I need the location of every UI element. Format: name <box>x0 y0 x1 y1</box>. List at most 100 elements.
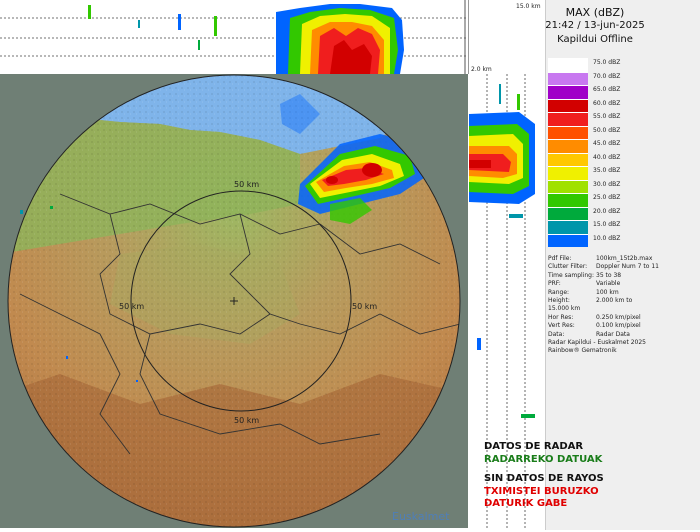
legend-level-label: 60.0 dBZ <box>593 99 621 107</box>
metadata-value: Rainbow® Gematronik <box>548 347 617 355</box>
north-south-profile-svg <box>0 0 468 74</box>
metadata-value: 35 to 38 <box>596 271 622 279</box>
metadata-key: Pdf File: <box>548 255 572 262</box>
legend-level-label: 25.0 dBZ <box>593 194 621 201</box>
profile-echo <box>88 5 91 19</box>
ring-label-east: 50 km <box>352 302 378 311</box>
legend-level-label: 75.0 dBZ <box>593 59 621 66</box>
metadata-key: Vert Res: <box>548 322 575 330</box>
metadata-row: Range: 100 km <box>548 289 668 297</box>
radar-map-svg <box>0 74 468 528</box>
metadata-row: Height: 2.000 km to <box>548 297 668 305</box>
metadata-row: Radar Kapildui - Euskalmet 2025 <box>548 339 668 347</box>
logo-text: Euskalmet <box>392 510 450 523</box>
legend-swatch <box>548 220 588 234</box>
legend-swatch <box>548 193 588 207</box>
color-legend <box>548 58 588 247</box>
side-scale-label: 2.0 km <box>471 66 492 73</box>
echo-dot <box>66 356 68 359</box>
outer-range-ring <box>7 74 461 528</box>
legend-swatch <box>548 71 588 85</box>
euskalmet-logo: Euskalmet <box>392 510 449 523</box>
metadata-value: 0.100 km/pixel <box>596 322 641 330</box>
profile-echo <box>198 40 200 50</box>
metadata-key: Clutter Filter: <box>548 263 588 271</box>
metadata-value: Doppler Num 7 to 11 <box>596 263 659 271</box>
province-borders <box>19 193 460 455</box>
metadata-value: Radar Data <box>596 330 630 338</box>
side-profile-storm <box>469 84 535 418</box>
legend-level-label: 20.0 dBZ <box>593 207 621 215</box>
metadata-value: 2.000 km to <box>596 296 633 304</box>
legend-swatch <box>548 125 588 139</box>
station-status: Kapildui Offline <box>557 34 633 45</box>
ring-label-north: 50 km <box>234 180 260 189</box>
metadata-value: 0.250 km/pixel <box>596 313 641 321</box>
legend-level-label: 45.0 dBZ <box>593 140 621 147</box>
legend-level-label: 40.0 dBZ <box>593 153 621 161</box>
legend-level-label: 55.0 dBZ <box>593 113 621 120</box>
metadata-row: Vert Res: 0.100 km/pixel <box>548 322 668 330</box>
timestamp: 21:42 / 13-jun-2025 <box>545 20 645 31</box>
metadata-value: 100km_15t2b.max <box>596 255 653 262</box>
metadata-row: Pdf File: 100km_15t2b.max <box>548 255 668 263</box>
legend-level-label: 70.0 dBZ <box>593 72 621 80</box>
metadata-value: Radar Kapildui - Euskalmet 2025 <box>548 338 646 346</box>
legend-swatch <box>548 179 588 193</box>
legend-swatch <box>548 112 588 126</box>
lightning-label-eu-1: TXIMISTEI BURUZKO <box>484 486 599 497</box>
color-legend-labels: 75.0 dBZ 70.0 dBZ 65.0 dBZ 60.0 dBZ 55.0 dBZ… <box>593 58 643 247</box>
legend-swatch <box>548 206 588 220</box>
north-south-profile-panel <box>0 0 469 74</box>
radar-map[interactable]: 50 km 50 km 50 km 50 km <box>0 74 468 528</box>
ring-label-west: 50 km <box>119 302 145 311</box>
metadata-key: Range: <box>548 288 570 296</box>
metadata-row: Rainbow® Gematronik <box>548 347 668 355</box>
legend-level-label: 35.0 dBZ <box>593 167 621 174</box>
lightning-label-es: SIN DATOS DE RAYOS <box>484 473 604 484</box>
metadata-row: Time sampling: 35 to 38 <box>548 272 668 280</box>
lightning-label-eu-2: DATURIK GABE <box>484 498 568 509</box>
radar-center-marker <box>230 297 238 305</box>
echo-dot <box>136 380 138 382</box>
metadata-row: PRF: Variable <box>548 280 668 288</box>
legend-level-label: 65.0 dBZ <box>593 86 621 93</box>
legend-swatch <box>548 233 588 247</box>
legend-swatch <box>548 152 588 166</box>
metadata-key: PRF: <box>548 280 561 288</box>
legend-swatch <box>548 98 588 112</box>
legend-level-label: 10.0 dBZ <box>593 234 621 242</box>
radar-data-label-eu: RADARREKO DATUAK <box>484 454 603 465</box>
metadata-key: Time sampling: <box>548 271 595 279</box>
metadata-key: Hor Res: <box>548 313 574 321</box>
radar-metadata: Pdf File: 100km_15t2b.max Clutter Filter: D… <box>548 255 668 356</box>
profile-storm <box>276 4 404 74</box>
ring-label-south: 50 km <box>234 416 260 425</box>
metadata-key: Height: <box>548 296 570 304</box>
metadata-row: Clutter Filter: Doppler Num 7 to 11 <box>548 263 668 271</box>
metadata-value: 15.000 km <box>548 305 581 313</box>
legend-swatch <box>548 139 588 153</box>
profile-echo <box>178 14 181 30</box>
legend-level-label: 30.0 dBZ <box>593 180 621 188</box>
radar-data-label-es: DATOS DE RADAR <box>484 441 584 452</box>
metadata-row: 15.000 km <box>548 305 668 313</box>
top-scale-label: 15.0 km <box>516 3 541 10</box>
legend-level-label: 50.0 dBZ <box>593 126 621 134</box>
legend-level-label: 15.0 dBZ <box>593 221 621 228</box>
metadata-value: 100 km <box>596 288 619 296</box>
inner-range-ring <box>130 190 352 412</box>
metadata-key: Data: <box>548 330 565 338</box>
metadata-value: Variable <box>596 280 621 288</box>
metadata-row: Hor Res: 0.250 km/pixel <box>548 314 668 322</box>
product-title: MAX (dBZ) <box>565 6 625 19</box>
profile-echo <box>214 16 217 36</box>
legend-swatch <box>548 85 588 99</box>
east-west-profile-panel: 2.0 km <box>469 66 543 528</box>
storm-cell <box>280 94 430 224</box>
metadata-row: Data: Radar Data <box>548 331 668 339</box>
east-west-profile-svg <box>469 74 535 528</box>
legend-swatch <box>548 166 588 180</box>
echo-dot <box>50 206 53 209</box>
echo-dot <box>20 210 23 214</box>
